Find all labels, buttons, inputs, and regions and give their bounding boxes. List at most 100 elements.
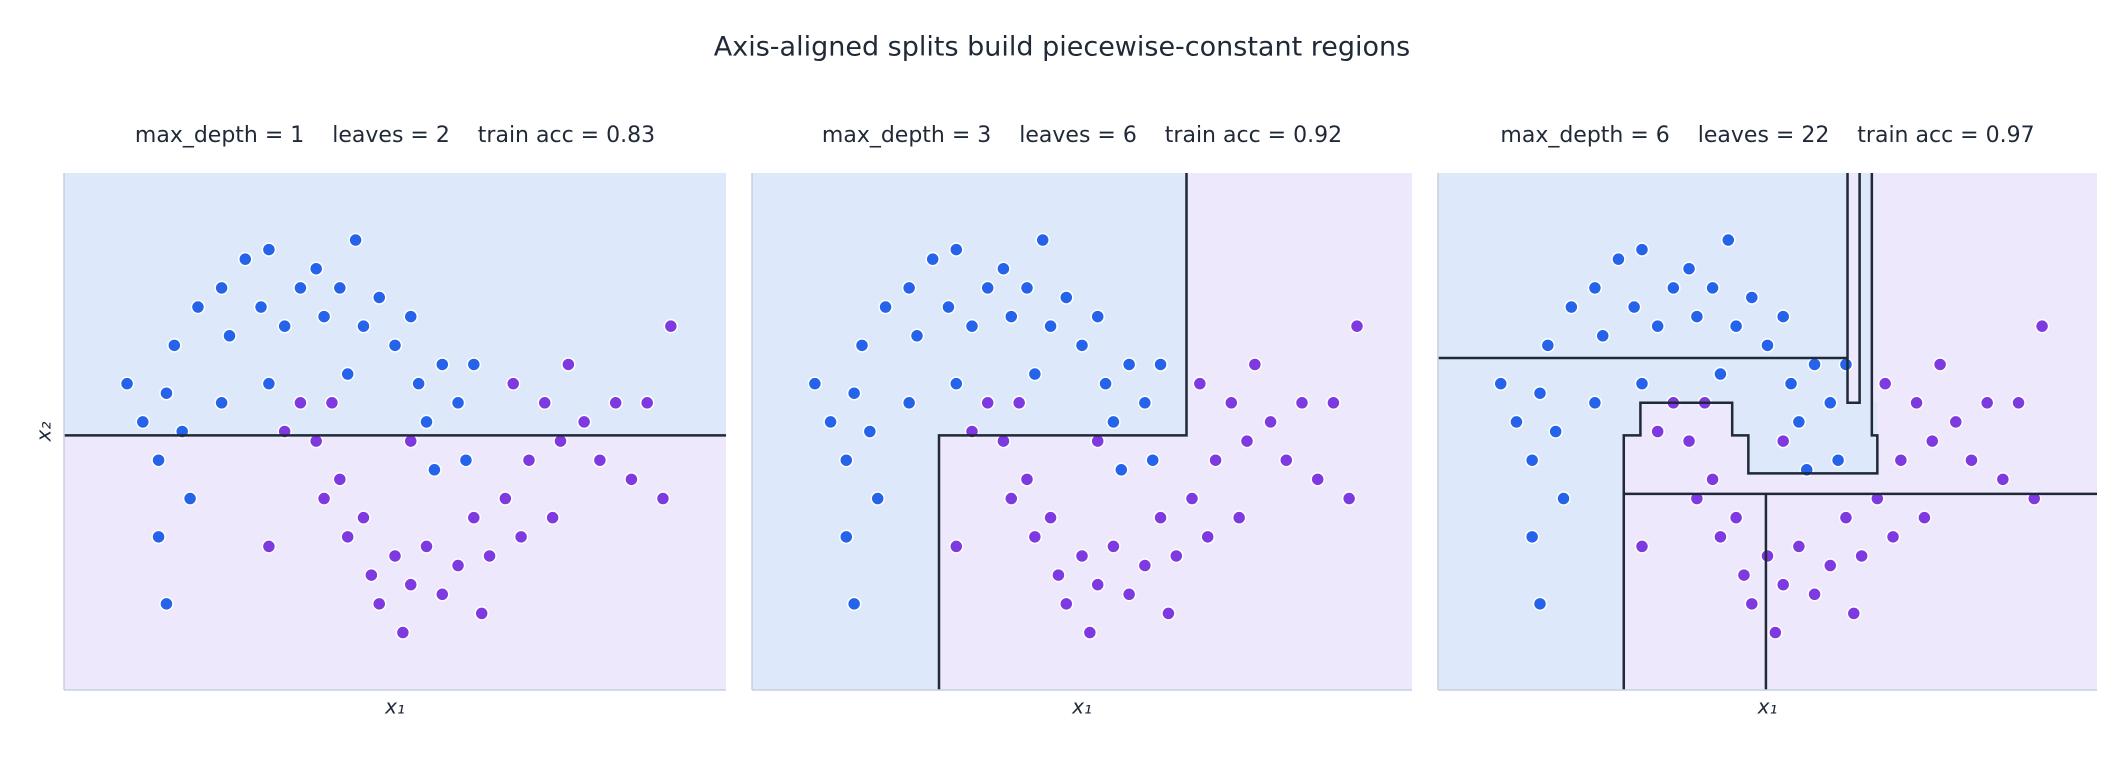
point [1184,491,1200,506]
point [1634,539,1650,554]
y-axis-label: x₂ [32,422,56,443]
panel-title: max_depth = 6 leaves = 22 train acc = 0.… [1500,123,2034,148]
point [846,385,862,401]
point [513,529,529,545]
panel: max_depth = 1 leaves = 2 train acc = 0.8… [32,123,726,719]
point [807,376,823,391]
point [663,318,679,334]
point [839,529,854,545]
point [411,376,426,391]
split-boundary [937,173,1188,690]
point [1917,510,1932,525]
point [474,606,489,621]
point [151,529,166,545]
point [1493,376,1509,391]
point [1736,567,1752,583]
point [1713,529,1728,545]
point [1760,338,1775,353]
region [1859,173,1872,403]
point [419,539,434,554]
point [1090,577,1105,592]
point [608,395,623,411]
point [1074,338,1090,353]
point [1121,587,1137,602]
point [1145,452,1160,468]
point [403,577,419,592]
point [151,452,166,468]
point [1838,510,1854,525]
point [1043,510,1058,525]
point [1626,299,1642,315]
point [1035,232,1050,248]
point [925,251,940,267]
point [1807,587,1822,602]
panel-title: max_depth = 3 leaves = 6 train acc = 0.9… [822,123,1342,148]
point [1744,290,1760,305]
point [1192,376,1208,391]
point [450,558,466,573]
point [1775,309,1791,324]
point [1713,366,1728,382]
point [1854,548,1869,564]
panel: max_depth = 3 leaves = 6 train acc = 0.9… [751,123,1412,719]
point [949,242,964,257]
point [1509,414,1524,430]
point [1564,299,1579,315]
point [1027,366,1043,382]
point [308,261,324,276]
point [1925,433,1940,449]
point [1838,357,1854,372]
point [1310,472,1325,487]
point [505,376,521,391]
point [949,376,964,391]
point [870,491,885,506]
point [182,491,198,506]
point [371,596,387,612]
point [1114,462,1129,478]
point [1532,596,1548,612]
point [576,414,592,430]
point [1885,529,1901,545]
point [222,328,237,344]
point [1059,290,1074,305]
point [119,376,135,391]
x-axis-label: x₁ [1757,695,1778,719]
point [823,414,838,430]
point [2034,318,2050,334]
point [450,395,466,411]
point [1705,472,1720,487]
point [862,424,878,439]
region [752,173,939,690]
point [1979,395,1995,411]
point [1846,606,1862,621]
point [482,548,497,564]
point [387,548,403,564]
point [1587,395,1603,411]
point [356,318,371,334]
x-axis-label: x₁ [1071,695,1092,719]
point [1137,395,1153,411]
point [1019,472,1035,487]
point [624,472,639,487]
point [277,318,292,334]
point [1556,491,1571,506]
point [419,414,434,430]
point [364,567,379,583]
point [1807,357,1822,372]
point [1106,539,1121,554]
panel: max_depth = 6 leaves = 22 train acc = 0.… [1437,123,2097,719]
point [1106,414,1121,430]
point [980,280,995,296]
point [1019,280,1035,296]
point [537,395,552,411]
point [316,491,332,506]
point [135,414,151,430]
point [1263,414,1278,430]
point [521,452,537,468]
point [1705,280,1720,296]
point [1587,280,1603,296]
point [1830,452,1846,468]
point [261,376,277,391]
region [1438,173,1624,690]
point [1074,548,1090,564]
